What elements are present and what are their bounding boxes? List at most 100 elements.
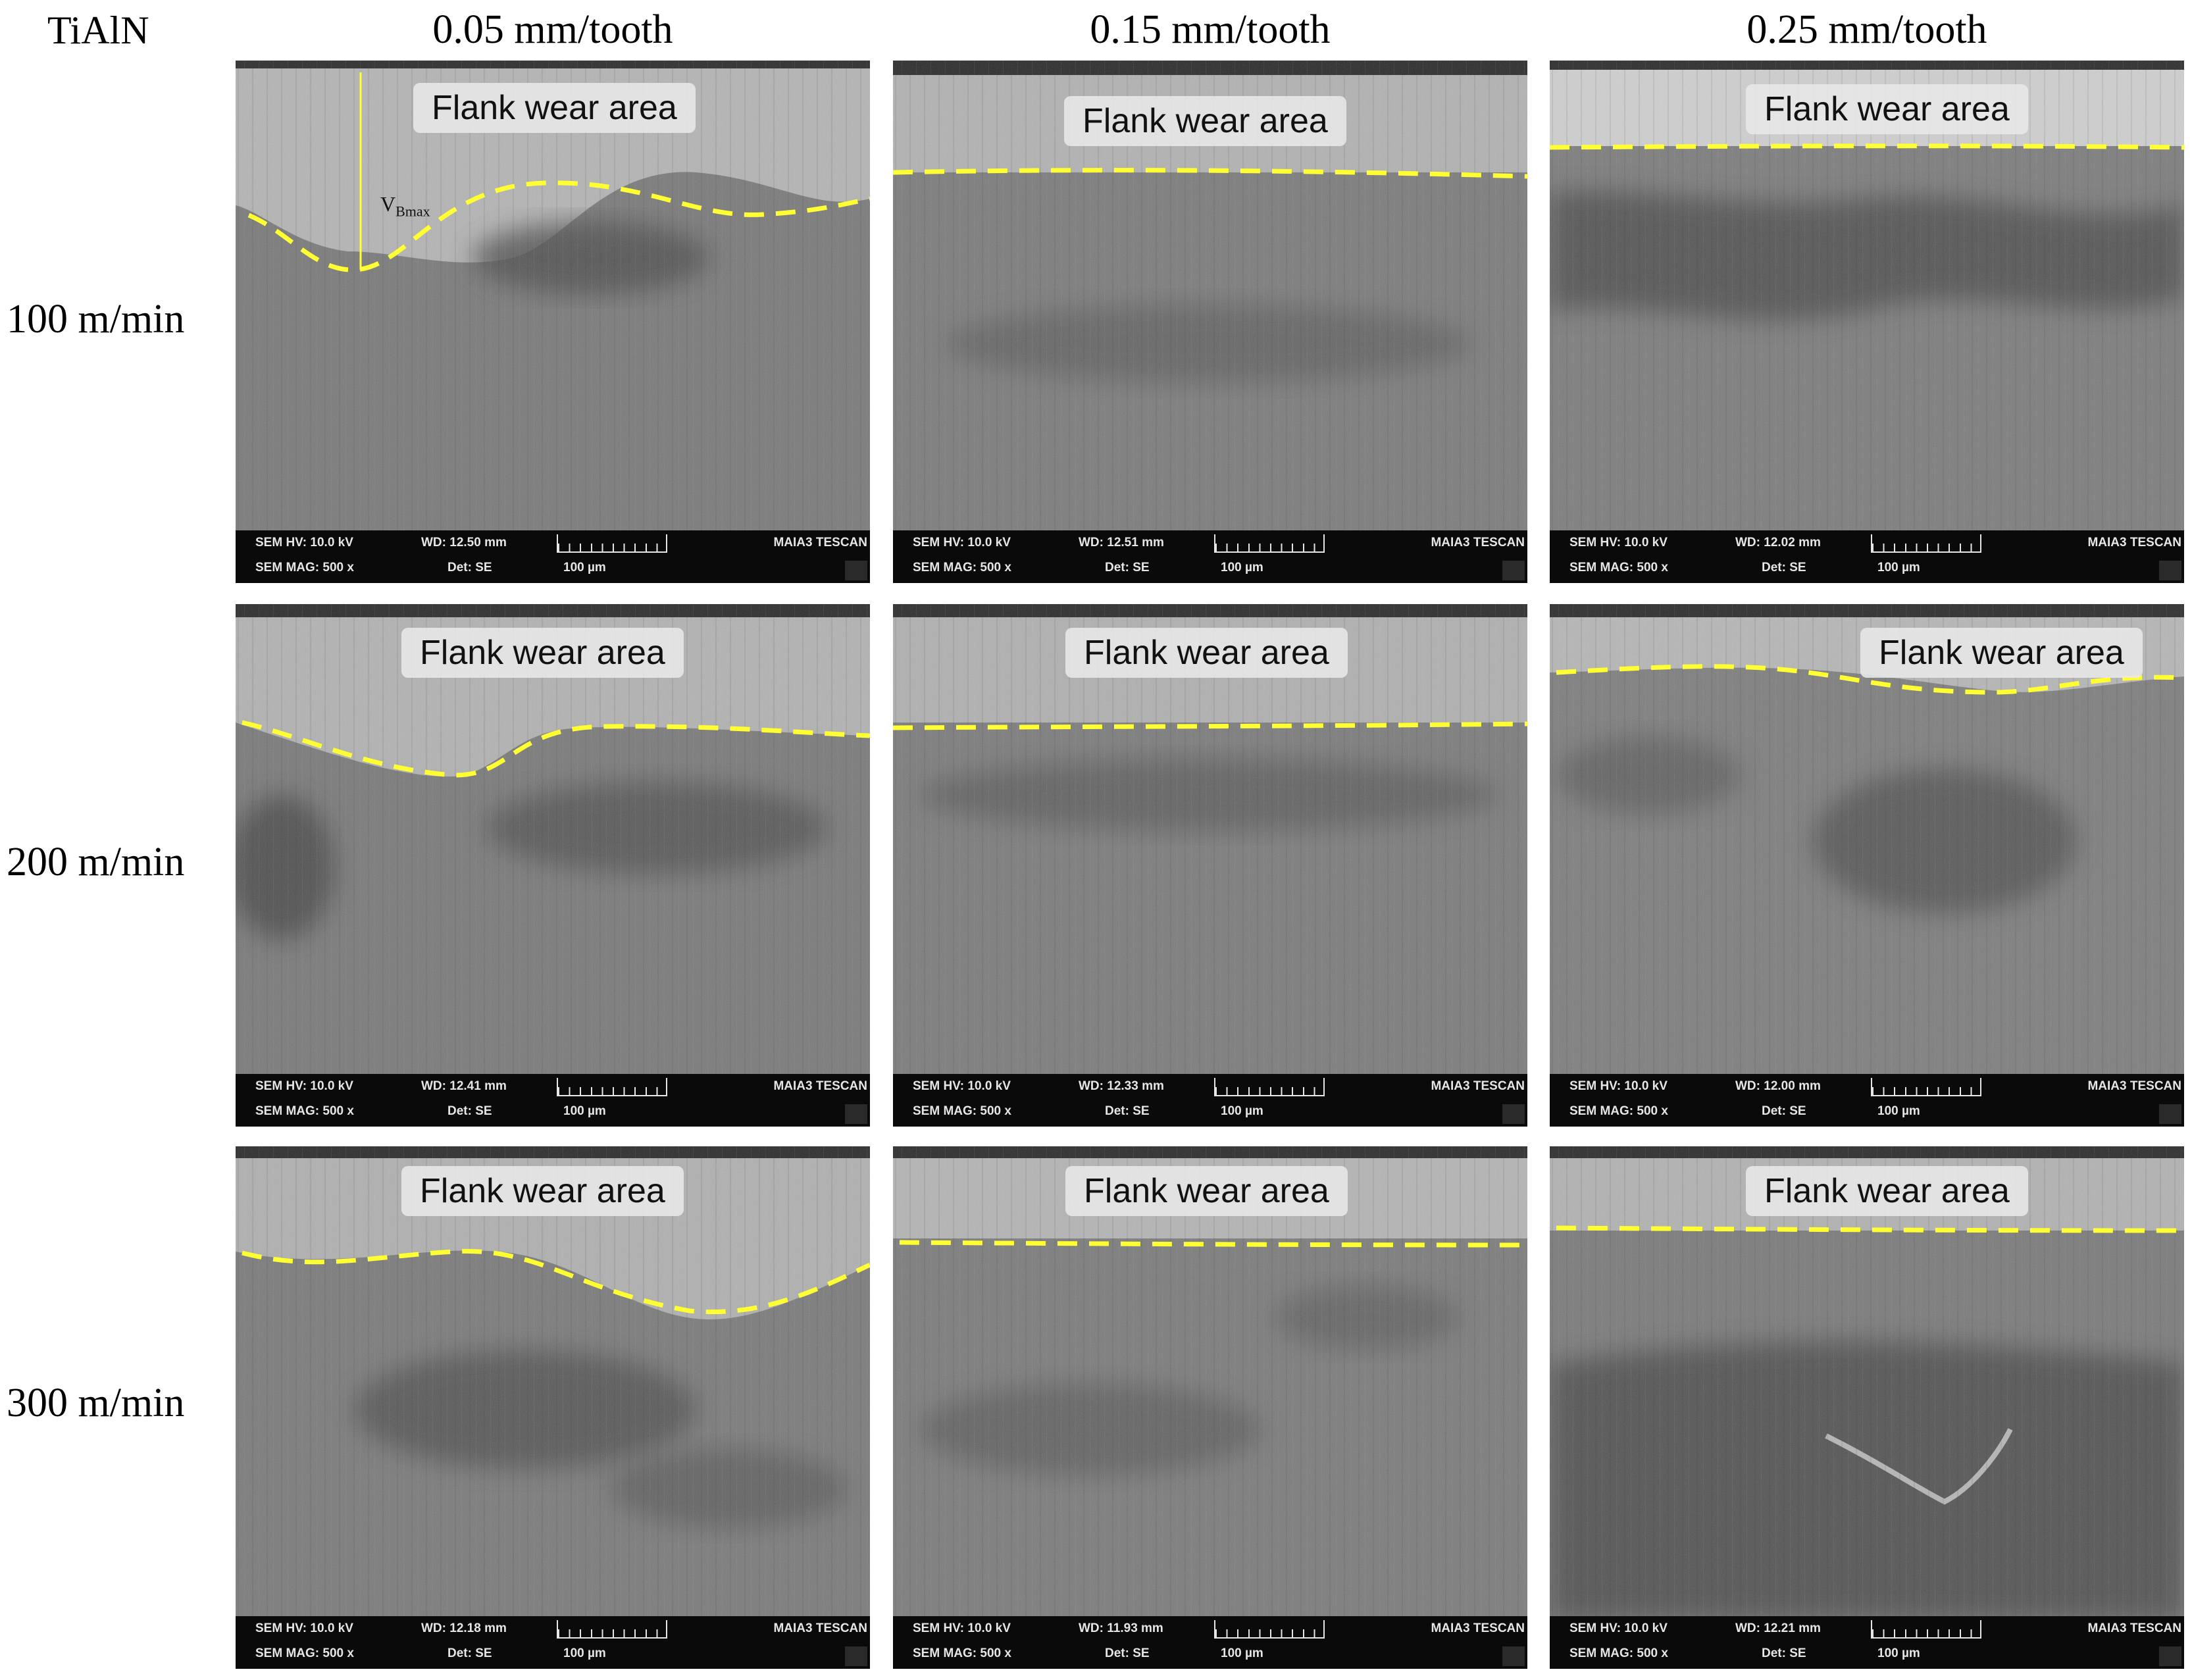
vbmax-label: VBmax — [380, 192, 430, 220]
flank-wear-label: Flank wear area — [1064, 96, 1346, 146]
sem-hv: SEM HV: 10.0 kV — [1569, 1621, 1668, 1635]
sem-scale: 100 µm — [563, 1104, 606, 1118]
sem-scale: 100 µm — [1221, 561, 1263, 574]
sem-brand: MAIA3 TESCAN — [773, 536, 867, 549]
sem-det: Det: SE — [1762, 561, 1806, 574]
row-label-3: 300 m/min — [7, 1381, 185, 1425]
scale-bar — [557, 1620, 667, 1639]
sem-image — [236, 1146, 870, 1669]
sem-hv: SEM HV: 10.0 kV — [1569, 1079, 1668, 1093]
sem-hv: SEM HV: 10.0 kV — [913, 1621, 1011, 1635]
sem-wd: WD: 12.02 mm — [1735, 536, 1821, 549]
sem-hv: SEM HV: 10.0 kV — [255, 536, 353, 549]
sem-hv: SEM HV: 10.0 kV — [913, 536, 1011, 549]
sem-det: Det: SE — [1105, 1104, 1150, 1118]
scale-bar — [1871, 1078, 1981, 1096]
sem-panel-5: Flank wear area SEM HV: 10.0 kV WD: 12.3… — [893, 604, 1527, 1127]
flank-wear-label: Flank wear area — [1746, 84, 2028, 134]
sem-scale: 100 µm — [1221, 1104, 1263, 1118]
sem-info-bar: SEM HV: 10.0 kV WD: 12.41 mm SEM MAG: 50… — [236, 1074, 870, 1127]
sem-wd: WD: 12.33 mm — [1079, 1079, 1164, 1093]
tescan-logo-icon — [2159, 561, 2181, 580]
sem-brand: MAIA3 TESCAN — [2087, 536, 2181, 549]
sem-mag: SEM MAG: 500 x — [255, 561, 354, 574]
sem-panel-2: Flank wear area SEM HV: 10.0 kV WD: 12.5… — [893, 61, 1527, 583]
sem-mag: SEM MAG: 500 x — [1569, 1104, 1668, 1118]
scale-bar — [1214, 1620, 1325, 1639]
flank-wear-label: Flank wear area — [1065, 1166, 1348, 1216]
sem-brand: MAIA3 TESCAN — [773, 1621, 867, 1635]
tescan-logo-icon — [1502, 1104, 1525, 1124]
sem-brand: MAIA3 TESCAN — [2087, 1079, 2181, 1093]
sem-panel-3: Flank wear area SEM HV: 10.0 kV WD: 12.0… — [1550, 61, 2184, 583]
sem-scale: 100 µm — [563, 1646, 606, 1660]
tescan-logo-icon — [2159, 1646, 2181, 1666]
tescan-logo-icon — [845, 561, 867, 580]
sem-hv: SEM HV: 10.0 kV — [255, 1621, 353, 1635]
sem-image — [893, 1146, 1527, 1669]
sem-hv: SEM HV: 10.0 kV — [255, 1079, 353, 1093]
row-label-1: 100 m/min — [7, 297, 185, 342]
sem-image — [893, 61, 1527, 583]
sem-panel-6: Flank wear area SEM HV: 10.0 kV WD: 12.0… — [1550, 604, 2184, 1127]
tescan-logo-icon — [1502, 1646, 1525, 1666]
sem-info-bar: SEM HV: 10.0 kV WD: 12.51 mm SEM MAG: 50… — [893, 530, 1527, 583]
sem-scale: 100 µm — [1221, 1646, 1263, 1660]
scale-bar — [557, 1078, 667, 1096]
sem-det: Det: SE — [1762, 1646, 1806, 1660]
sem-image — [236, 61, 870, 583]
sem-det: Det: SE — [1105, 1646, 1150, 1660]
sem-info-bar: SEM HV: 10.0 kV WD: 11.93 mm SEM MAG: 50… — [893, 1616, 1527, 1669]
sem-mag: SEM MAG: 500 x — [913, 1104, 1011, 1118]
sem-scale: 100 µm — [563, 561, 606, 574]
column-header-1: 0.05 mm/tooth — [432, 7, 673, 52]
sem-hv: SEM HV: 10.0 kV — [913, 1079, 1011, 1093]
sem-panel-8: Flank wear area SEM HV: 10.0 kV WD: 11.9… — [893, 1146, 1527, 1669]
sem-brand: MAIA3 TESCAN — [1431, 1079, 1525, 1093]
sem-wd: WD: 12.00 mm — [1735, 1079, 1821, 1093]
sem-det: Det: SE — [447, 1646, 492, 1660]
sem-mag: SEM MAG: 500 x — [913, 561, 1011, 574]
sem-info-bar: SEM HV: 10.0 kV WD: 12.00 mm SEM MAG: 50… — [1550, 1074, 2184, 1127]
sem-wd: WD: 12.50 mm — [421, 536, 507, 549]
sem-wd: WD: 11.93 mm — [1079, 1621, 1163, 1635]
scale-bar — [557, 534, 667, 553]
sem-image — [1550, 61, 2184, 583]
sem-mag: SEM MAG: 500 x — [255, 1646, 354, 1660]
sem-wd: WD: 12.51 mm — [1079, 536, 1164, 549]
sem-info-bar: SEM HV: 10.0 kV WD: 12.21 mm SEM MAG: 50… — [1550, 1616, 2184, 1669]
flank-wear-label: Flank wear area — [1065, 628, 1348, 678]
sem-wd: WD: 12.41 mm — [421, 1079, 507, 1093]
column-header-2: 0.15 mm/tooth — [1090, 7, 1331, 52]
flank-wear-label: Flank wear area — [401, 628, 684, 678]
sem-det: Det: SE — [1762, 1104, 1806, 1118]
corner-label: TiAlN — [47, 9, 149, 52]
sem-mag: SEM MAG: 500 x — [1569, 1646, 1668, 1660]
sem-hv: SEM HV: 10.0 kV — [1569, 536, 1668, 549]
tescan-logo-icon — [845, 1646, 867, 1666]
sem-mag: SEM MAG: 500 x — [1569, 561, 1668, 574]
flank-wear-label: Flank wear area — [401, 1166, 684, 1216]
sem-det: Det: SE — [447, 1104, 492, 1118]
sem-brand: MAIA3 TESCAN — [773, 1079, 867, 1093]
sem-info-bar: SEM HV: 10.0 kV WD: 12.02 mm SEM MAG: 50… — [1550, 530, 2184, 583]
sem-det: Det: SE — [447, 561, 492, 574]
sem-panel-4: Flank wear area SEM HV: 10.0 kV WD: 12.4… — [236, 604, 870, 1127]
sem-mag: SEM MAG: 500 x — [913, 1646, 1011, 1660]
sem-info-bar: SEM HV: 10.0 kV WD: 12.18 mm SEM MAG: 50… — [236, 1616, 870, 1669]
sem-image — [1550, 1146, 2184, 1669]
sem-image — [1550, 604, 2184, 1127]
sem-mag: SEM MAG: 500 x — [255, 1104, 354, 1118]
sem-det: Det: SE — [1105, 561, 1150, 574]
row-label-2: 200 m/min — [7, 840, 185, 884]
sem-image — [893, 604, 1527, 1127]
column-header-3: 0.25 mm/tooth — [1746, 7, 1987, 52]
sem-scale: 100 µm — [1877, 561, 1920, 574]
scale-bar — [1871, 534, 1981, 553]
scale-bar — [1214, 534, 1325, 553]
sem-info-bar: SEM HV: 10.0 kV WD: 12.50 mm SEM MAG: 50… — [236, 530, 870, 583]
sem-scale: 100 µm — [1877, 1646, 1920, 1660]
flank-wear-label: Flank wear area — [1860, 628, 2143, 678]
sem-brand: MAIA3 TESCAN — [2087, 1621, 2181, 1635]
sem-wd: WD: 12.18 mm — [421, 1621, 507, 1635]
